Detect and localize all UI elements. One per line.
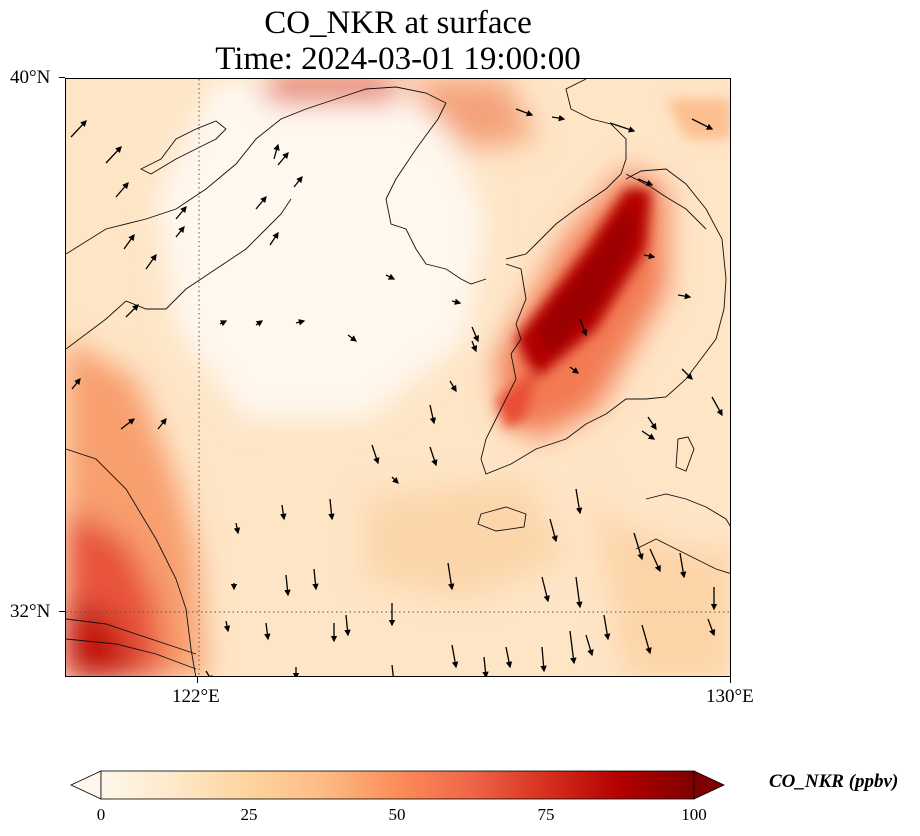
wind-arrow [280, 504, 287, 521]
wind-arrow [447, 562, 455, 591]
colorbar-max-extend [693, 770, 725, 800]
wind-arrow [125, 304, 139, 318]
wind-arrow [255, 320, 264, 327]
tick-mark-130e [730, 677, 731, 683]
wind-arrow [273, 143, 280, 160]
wind-arrow [541, 576, 550, 603]
wind-arrow [71, 377, 81, 390]
wind-arrow [609, 122, 636, 133]
wind-arrow [223, 620, 231, 633]
wind-arrow [312, 568, 319, 591]
wind-arrow [643, 252, 656, 260]
wind-arrow [471, 326, 479, 343]
wind-arrow [391, 476, 399, 484]
wind-arrow [115, 182, 129, 198]
colorbar [70, 770, 725, 800]
wind-arrow [123, 233, 135, 250]
wind-arrow [691, 118, 714, 130]
wind-arrow [569, 366, 580, 374]
wind-arrow [277, 152, 289, 166]
lon-tick-label-130e: 130°E [706, 686, 754, 707]
colorbar-tick-75: 75 [537, 805, 555, 824]
wind-arrow [255, 196, 267, 210]
wind-arrow [284, 574, 291, 597]
wind-arrow [175, 225, 185, 238]
map-panel [65, 78, 731, 677]
wind-arrow [157, 417, 167, 430]
wind-arrow [451, 298, 462, 305]
wind-arrow [471, 340, 478, 353]
wind-arrow [585, 634, 594, 657]
wind-arrow [70, 120, 87, 138]
colorbar-tick-50: 50 [388, 805, 406, 824]
lat-tick-label-32n: 32°N [10, 601, 51, 622]
wind-arrow [575, 576, 583, 609]
wind-arrow [707, 618, 716, 637]
wind-arrow [328, 498, 335, 521]
wind-arrow [391, 664, 394, 676]
wind-arrow [429, 446, 438, 467]
tick-mark-32n [59, 611, 65, 612]
colorbar-min-extend [70, 770, 102, 800]
wind-arrow [711, 396, 723, 417]
wind-arrow [641, 624, 652, 655]
gridlines [66, 79, 730, 676]
tick-mark-122e [197, 677, 198, 683]
wind-arrow [269, 231, 279, 246]
wind-arrow [449, 380, 457, 393]
colorbar-tick-0: 0 [96, 805, 106, 824]
wind-arrow [105, 146, 122, 164]
wind-arrow [344, 614, 351, 637]
wind-arrow [145, 253, 157, 270]
map-canvas [66, 79, 730, 676]
wind-arrow [385, 273, 396, 280]
wind-arrow [482, 656, 489, 676]
wind-arrow [347, 334, 358, 342]
wind-arrow [677, 292, 692, 300]
wind-arrow [371, 444, 380, 465]
colorbar-gradient [100, 770, 695, 800]
wind-arrow [293, 175, 303, 188]
wind-arrow [505, 646, 513, 669]
wind-arrow [551, 114, 566, 122]
wind-arrow [429, 404, 437, 425]
wind-arrow [264, 622, 271, 641]
wind-arrow [540, 646, 547, 673]
wind-arrow [579, 318, 588, 337]
wind-arrow [679, 552, 687, 579]
lon-tick-label-122e: 122°E [172, 686, 220, 707]
coastlines [66, 79, 730, 676]
wind-arrow [175, 206, 187, 220]
wind-arrow [647, 416, 657, 431]
wind-arrow [233, 522, 241, 535]
map-title-line1: CO_NKR at surface [264, 5, 532, 41]
colorbar-tick-100: 100 [681, 805, 707, 824]
wind-arrow [549, 518, 558, 543]
wind-arrow [681, 368, 693, 380]
wind-arrows [70, 108, 723, 676]
colorbar-tick-25: 25 [240, 805, 258, 824]
tick-mark-40n [59, 77, 65, 78]
colorbar-title: CO_NKR (ppbv) [769, 771, 899, 792]
concentration-field [66, 79, 730, 676]
wind-arrow [569, 630, 577, 665]
wind-arrow [205, 670, 213, 676]
wind-arrow [633, 532, 644, 561]
wind-arrow [637, 178, 654, 186]
wind-arrow [451, 644, 459, 669]
wind-arrow [515, 108, 534, 117]
wind-arrow [603, 614, 611, 641]
wind-arrow [120, 418, 136, 430]
wind-arrow [641, 430, 656, 440]
wind-arrow [575, 488, 583, 515]
map-title-line2: Time: 2024-03-01 19:00:00 [215, 41, 581, 77]
wind-arrow [219, 320, 228, 327]
lat-tick-label-40n: 40°N [10, 67, 51, 88]
wind-arrow [649, 548, 661, 573]
wind-arrow [295, 319, 306, 326]
